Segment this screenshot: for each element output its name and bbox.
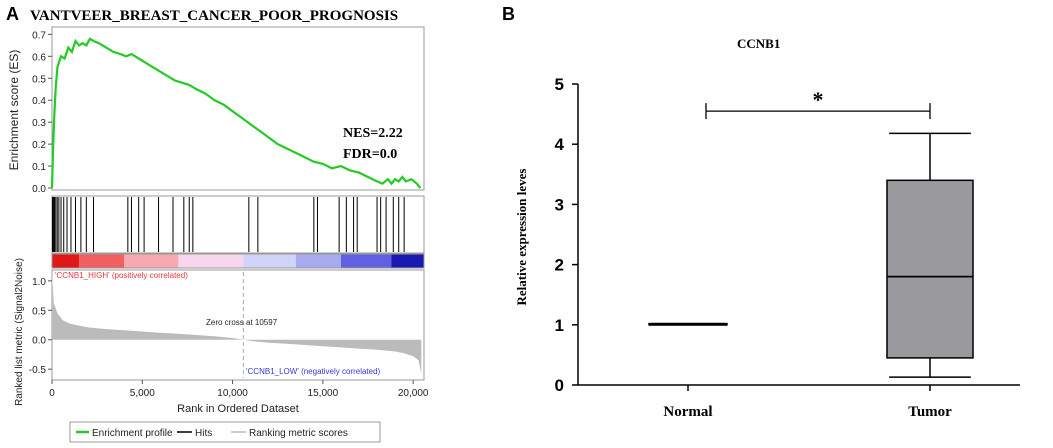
- heat-bar-segment: [79, 254, 125, 268]
- high-correlated-label: 'CCNB1_HIGH' (positively correlated): [55, 271, 188, 280]
- b-ytick-label: 5: [555, 75, 564, 94]
- es-ytick-label: 0.6: [32, 52, 46, 63]
- heat-bar-segment: [340, 254, 392, 268]
- panel-a-gsea-plot: A VANTVEER_BREAST_CANCER_POOR_PROGNOSIS …: [6, 4, 429, 443]
- rm-ytick-label: 1.0: [32, 277, 46, 288]
- es-ytick-label: 0.1: [32, 162, 46, 173]
- hit-marks: [52, 197, 405, 252]
- iqr-box: [886, 179, 974, 359]
- nes-annotation: NES=2.22: [343, 126, 403, 141]
- panel-b-letter: B: [502, 4, 515, 24]
- b-ytick-label: 3: [555, 195, 564, 214]
- rm-xtick-label: 15,000: [308, 388, 339, 399]
- b-ytick-label: 1: [555, 316, 564, 335]
- es-ytick-label: 0.2: [32, 140, 46, 151]
- es-ytick-label: 0.7: [32, 30, 46, 41]
- b-category-label: Tumor: [908, 404, 952, 420]
- es-ytick-label: 0.3: [32, 118, 46, 129]
- b-ytick-label: 2: [555, 256, 564, 275]
- boxplot-title: CCNB1: [737, 36, 780, 51]
- es-plot-frame: [51, 26, 425, 191]
- ranked-list-heat-bar: [52, 254, 424, 268]
- low-correlated-label: 'CCNB1_LOW' (negatively correlated): [246, 367, 381, 376]
- heat-bar-segment: [243, 254, 296, 268]
- rm-xtick-label: 5,000: [130, 388, 155, 399]
- enrichment-profile-line: [50, 37, 422, 189]
- box-normal: [648, 322, 728, 326]
- legend-hits: Hits: [195, 428, 212, 439]
- rm-ytick-label: -0.5: [29, 365, 47, 376]
- fdr-annotation: FDR=0.0: [343, 147, 397, 162]
- gsea-legend: Enrichment profile Hits Ranking metric s…: [69, 421, 381, 443]
- panel-a-letter: A: [6, 4, 19, 24]
- rm-xtick-label: 0: [49, 388, 55, 399]
- zero-cross-label: Zero cross at 10597: [206, 318, 278, 327]
- rm-xtick-label: 20,000: [398, 388, 429, 399]
- heat-bar-segment: [295, 254, 341, 268]
- rm-xtick-label: 10,000: [217, 388, 248, 399]
- ranked-metric-y-label: Ranked list metric (Signal2Noise): [14, 258, 25, 406]
- heat-bar-segment: [52, 254, 80, 268]
- heat-bar-segment: [391, 254, 424, 268]
- rm-ytick-label: 0.5: [32, 306, 46, 317]
- boxplot-y-label: Relative expression leves: [514, 169, 529, 306]
- b-ytick-label: 0: [555, 376, 564, 395]
- legend-enrichment-profile: Enrichment profile: [92, 428, 173, 439]
- box-tumor: [886, 132, 974, 378]
- ranked-metric-x-label: Rank in Ordered Dataset: [177, 403, 299, 415]
- heat-bar-segment: [124, 254, 179, 268]
- es-ytick-label: 0.0: [32, 184, 46, 195]
- b-category-label: Normal: [663, 404, 712, 420]
- significance-star: *: [813, 87, 824, 112]
- panel-b-box-plot: B CCNB1 Relative expression leves 0 1 2 3 4 5…: [502, 4, 1020, 420]
- es-y-axis-label: Enrichment score (ES): [7, 50, 21, 171]
- legend-ranking-metric-scores: Ranking metric scores: [249, 428, 348, 439]
- gsea-title: VANTVEER_BREAST_CANCER_POOR_PROGNOSIS: [30, 8, 398, 24]
- hits-frame: [51, 195, 425, 254]
- heat-bar-segment: [178, 254, 244, 268]
- es-ytick-label: 0.4: [32, 96, 46, 107]
- es-ytick-label: 0.5: [32, 74, 46, 85]
- significance-bracket: *: [705, 87, 931, 120]
- rm-ytick-label: 0.0: [32, 336, 46, 347]
- b-ytick-label: 4: [555, 135, 565, 154]
